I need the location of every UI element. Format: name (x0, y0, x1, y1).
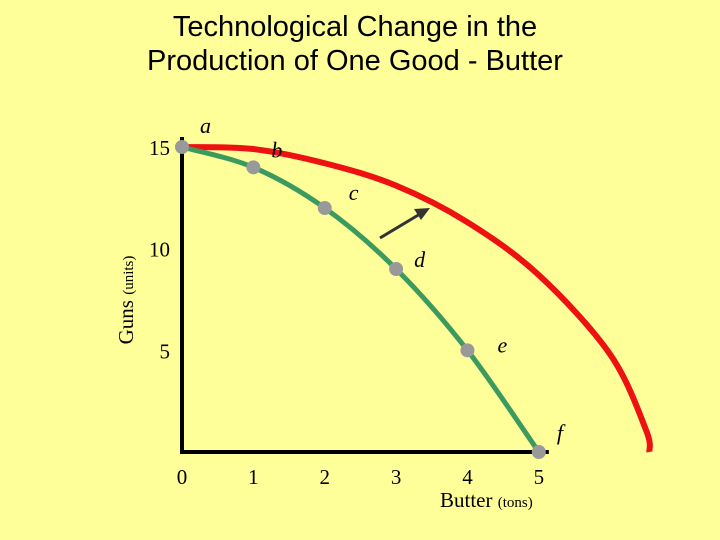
x-tick-label: 3 (391, 465, 402, 489)
x-label-unit: (tons) (498, 495, 533, 511)
arrow-head (414, 208, 430, 220)
y-label-unit: (units) (121, 256, 137, 295)
point-label: e (497, 332, 507, 357)
point-marker (389, 262, 404, 276)
point-label: a (200, 113, 211, 138)
plot-area: 0 1 2 3 4 5 5 10 15 a b c d e f (149, 113, 653, 489)
point-marker (460, 343, 475, 358)
x-label: Butter (440, 488, 493, 512)
point-label: c (349, 180, 359, 205)
point-label: b (271, 137, 282, 162)
point-marker (317, 201, 332, 215)
y-label: Guns (114, 300, 138, 344)
x-tick-label: 0 (177, 465, 188, 489)
chart-title-line: Production of One Good - Butter (147, 45, 563, 77)
x-tick-label: 4 (462, 465, 473, 489)
y-axis-label: Guns (units) (114, 256, 138, 345)
series-line (181, 144, 653, 453)
y-tick-label: 5 (160, 339, 171, 363)
point-label: f (557, 420, 566, 445)
x-axis-label: Butter (tons) (440, 488, 533, 512)
series-line (181, 144, 541, 454)
x-tick-label: 1 (248, 465, 259, 489)
x-tick-label: 5 (534, 465, 545, 489)
chart-title-line: Technological Change in the (173, 11, 537, 43)
point-marker (246, 160, 261, 175)
x-tick-label: 2 (319, 465, 330, 489)
y-tick-label: 15 (149, 136, 170, 160)
point-marker (175, 140, 189, 154)
shift-arrow (379, 212, 421, 240)
point-marker (531, 445, 546, 459)
y-tick-label: 10 (149, 238, 170, 262)
point-label: d (414, 247, 426, 272)
